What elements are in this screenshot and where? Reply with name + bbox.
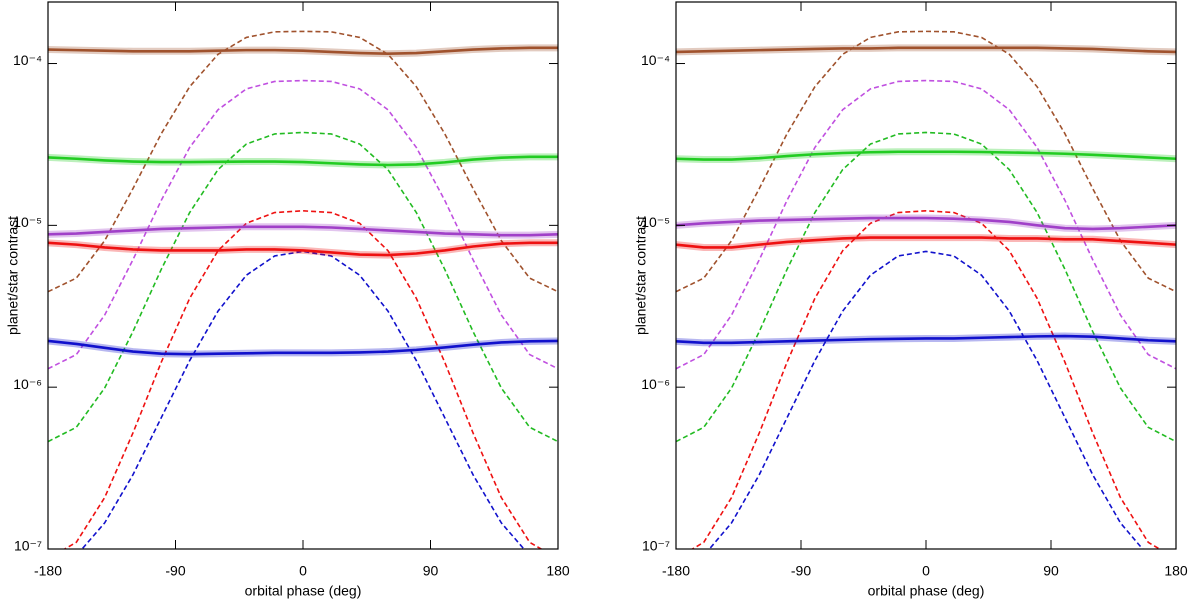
x-tick-label: -180 <box>662 563 690 579</box>
dashed-line <box>63 210 543 549</box>
dashed-line <box>48 30 558 293</box>
x-tick-label: 180 <box>546 563 570 579</box>
uncertainty-band <box>676 214 1176 233</box>
y-axis-label: planet/star contrast <box>633 216 649 335</box>
solid-line <box>48 46 558 56</box>
dashed-line <box>48 79 558 370</box>
solid-line <box>48 241 558 257</box>
dashed-line <box>48 131 558 443</box>
y-tick-label: 10⁻⁴ <box>641 52 670 68</box>
dashed-line <box>690 210 1162 549</box>
y-axis-label: planet/star contrast <box>5 216 21 335</box>
plot-area <box>676 30 1176 549</box>
x-tick-label: -90 <box>791 563 811 579</box>
x-tick-label: -90 <box>165 563 185 579</box>
x-tick-label: 90 <box>423 563 439 579</box>
x-tick-label: 90 <box>1043 563 1059 579</box>
x-tick-label: -180 <box>34 563 62 579</box>
y-tick-label: 10⁻⁴ <box>13 52 42 68</box>
solid-line <box>676 150 1176 161</box>
solid-line <box>676 46 1176 54</box>
dashed-line <box>676 79 1176 370</box>
solid-line <box>48 155 558 167</box>
dashed-line <box>708 250 1144 549</box>
y-tick-label: 10⁻⁷ <box>642 538 670 554</box>
dashed-line <box>81 250 525 549</box>
x-tick-label: 0 <box>299 563 307 579</box>
y-tick-label: 10⁻⁷ <box>14 538 42 554</box>
solid-line <box>48 339 558 356</box>
dashed-line <box>676 30 1176 293</box>
plot-area <box>48 30 558 549</box>
x-axis-label: orbital phase (deg) <box>245 583 362 599</box>
dashed-line <box>676 131 1176 443</box>
y-tick-label: 10⁻⁶ <box>13 376 42 392</box>
solid-line <box>676 236 1176 249</box>
y-tick-label: 10⁻⁵ <box>641 214 670 230</box>
x-tick-label: 180 <box>1164 563 1188 579</box>
solid-line <box>48 225 558 237</box>
y-tick-label: 10⁻⁵ <box>13 214 42 230</box>
x-axis-label: orbital phase (deg) <box>868 583 985 599</box>
solid-line <box>676 334 1176 345</box>
x-tick-label: 0 <box>922 563 930 579</box>
y-tick-label: 10⁻⁶ <box>641 376 670 392</box>
solid-line <box>676 216 1176 231</box>
